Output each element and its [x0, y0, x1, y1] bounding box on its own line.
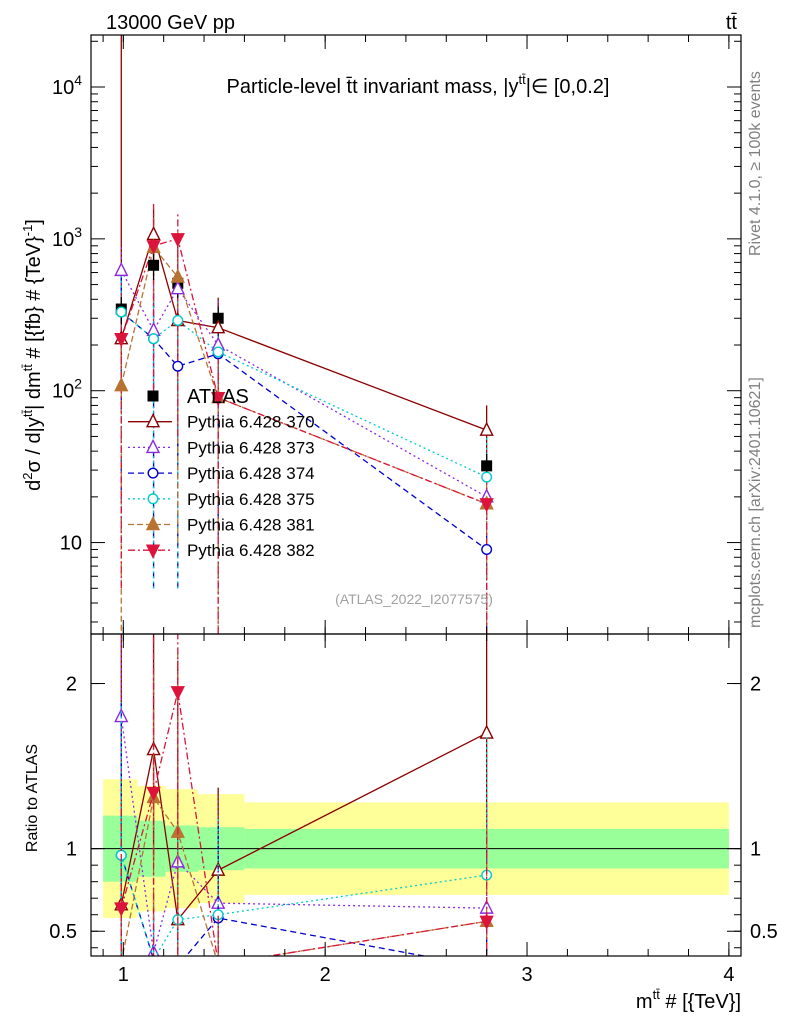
ratio-axis-label: Ratio to ATLAS — [24, 744, 41, 852]
chart-title: Particle-level t̄t invariant mass, |ytt̄… — [227, 72, 610, 98]
series-4-point — [148, 333, 160, 345]
y-tick-label: 102 — [52, 376, 82, 403]
legend-marker — [145, 515, 161, 531]
data-point — [212, 312, 224, 324]
legend-label: Pythia 6.428 381 — [187, 516, 315, 535]
series-1-point — [479, 421, 494, 436]
ratio-tick-label-left: 2 — [66, 674, 77, 696]
axis-ticks: 1 2 3 4 10 102 103 104 0.5 0.5 1 1 2 2 — [49, 35, 778, 986]
mcplots-label: mcplots.cern.ch [arXiv:2401.10621] — [747, 377, 764, 628]
legend-marker — [145, 413, 161, 428]
legend-label: Pythia 6.428 370 — [187, 413, 315, 432]
series-line — [120, 311, 488, 551]
series-2-point — [170, 280, 185, 295]
series-2-point — [114, 261, 129, 277]
series-4-point — [115, 306, 127, 318]
series-6-point — [170, 233, 185, 248]
ratio-tick-label-right: 1 — [750, 839, 761, 861]
series-6-point — [114, 333, 129, 348]
series-3-point — [172, 360, 184, 372]
legend-marker — [147, 493, 159, 505]
series-4-point — [481, 471, 493, 483]
data-point — [148, 259, 160, 271]
ratio-point — [146, 786, 161, 802]
legend-label: Pythia 6.428 373 — [187, 438, 315, 457]
series-1-point — [211, 319, 226, 334]
data-point — [481, 460, 493, 472]
series-5-point — [114, 377, 129, 392]
legend-marker — [147, 467, 159, 479]
x-tick-label: 3 — [521, 964, 532, 986]
y-axis-label: d2σ / d|ytt̄| dmtt̄ # [{fb} # {TeV}-1] — [20, 219, 45, 491]
legend-entry-5: Pythia 6.428 381 — [128, 516, 315, 535]
ratio-tick-label-left: 1 — [66, 839, 77, 861]
series-4-point — [172, 314, 184, 326]
legend-marker — [145, 544, 161, 559]
upper-panel — [114, 35, 494, 634]
legend: ATLAS Pythia 6.428 370 Pythia 6.428 373 Pyt… — [128, 386, 315, 560]
ratio-series — [114, 634, 494, 956]
ratio-panel — [91, 634, 741, 956]
legend-label: Pythia 6.428 382 — [187, 541, 315, 560]
ratio-series-6 — [114, 634, 494, 956]
energy-label: 13000 GeV pp — [106, 12, 235, 34]
series-3-point — [481, 544, 493, 556]
ratio-line — [120, 855, 428, 956]
ratio-point — [170, 686, 185, 701]
legend-label: Pythia 6.428 375 — [187, 490, 315, 509]
legend-entry-6: Pythia 6.428 382 — [128, 541, 315, 560]
x-axis-label: mtt̄ # [{TeV}] — [636, 987, 741, 1013]
legend-entry-4: Pythia 6.428 375 — [128, 490, 315, 509]
legend-entry-3: Pythia 6.428 374 — [128, 464, 315, 483]
series-6-point — [146, 240, 161, 255]
x-tick-label: 1 — [118, 964, 129, 986]
legend-label: Pythia 6.428 374 — [187, 464, 315, 483]
series-5-point — [170, 268, 185, 283]
ratio-tick-label-right: 2 — [750, 674, 761, 696]
legend-entry-1: Pythia 6.428 370 — [128, 413, 315, 432]
legend-marker — [147, 390, 159, 402]
reference-name: (ATLAS_2022_I2077575) — [335, 591, 493, 607]
x-tick-label: 2 — [320, 964, 331, 986]
y-tick-label: 103 — [52, 224, 82, 251]
x-tick-label: 4 — [723, 964, 734, 986]
series-6-point — [479, 498, 494, 513]
ratio-point — [114, 902, 129, 917]
lower-frame — [90, 633, 742, 957]
rivet-label: Rivet 4.1.0, ≥ 100k events — [747, 71, 764, 256]
ratio-tick-label-left: 0.5 — [49, 921, 77, 943]
ratio-point — [479, 915, 494, 930]
ratio-tick-label-right: 0.5 — [750, 921, 778, 943]
legend-label: ATLAS — [187, 386, 249, 408]
series-4-point — [212, 346, 224, 358]
legend-entry-atlas: ATLAS — [147, 386, 249, 408]
series-6-point — [211, 391, 226, 407]
y-tick-label: 10 — [60, 533, 82, 555]
upper-series — [114, 35, 494, 634]
y-tick-label: 104 — [52, 72, 82, 99]
ratio-line — [120, 691, 487, 956]
legend-marker — [145, 438, 161, 454]
legend-entry-2: Pythia 6.428 373 — [128, 438, 315, 457]
process-label: tt̄ — [726, 12, 738, 34]
